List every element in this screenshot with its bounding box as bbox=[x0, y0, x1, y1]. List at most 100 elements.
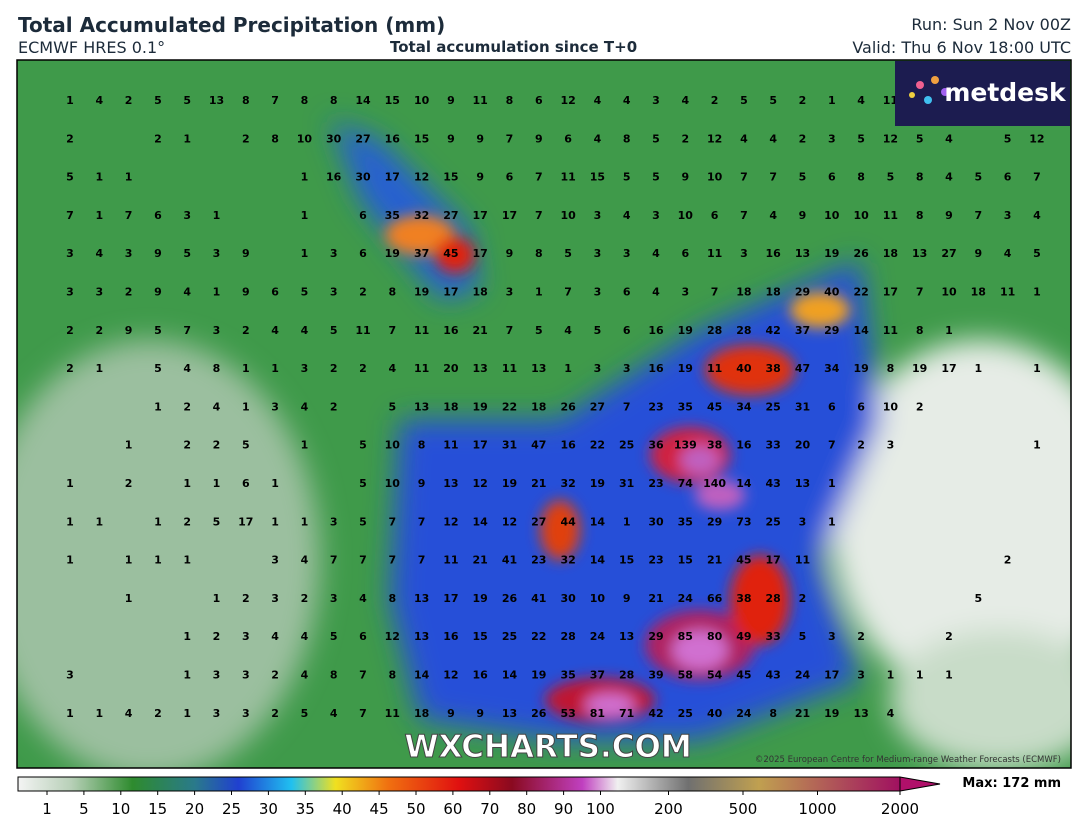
grid-value: 2 bbox=[359, 286, 367, 299]
grid-value: 22 bbox=[531, 630, 546, 643]
colorbar-tick-label: 90 bbox=[554, 800, 573, 818]
grid-value: 5 bbox=[974, 171, 982, 184]
grid-value: 7 bbox=[66, 209, 74, 222]
colorbar-tick-label: 35 bbox=[296, 800, 315, 818]
grid-value: 33 bbox=[766, 439, 781, 452]
grid-value: 23 bbox=[531, 554, 546, 567]
grid-value: 24 bbox=[678, 592, 694, 605]
grid-value: 43 bbox=[766, 477, 781, 490]
model: ECMWF HRES 0.1° bbox=[18, 38, 166, 57]
grid-value: 5 bbox=[974, 592, 982, 605]
grid-value: 21 bbox=[473, 324, 488, 337]
grid-value: 3 bbox=[1004, 209, 1012, 222]
grid-value: 40 bbox=[707, 707, 723, 720]
grid-value: 6 bbox=[711, 209, 719, 222]
grid-value: 4 bbox=[564, 324, 572, 337]
grid-value: 6 bbox=[359, 247, 367, 260]
grid-value: 11 bbox=[795, 554, 810, 567]
grid-value: 4 bbox=[623, 94, 631, 107]
grid-value: 1 bbox=[154, 400, 162, 413]
grid-value: 5 bbox=[564, 247, 572, 260]
grid-value: 13 bbox=[853, 707, 868, 720]
grid-value: 1 bbox=[1033, 439, 1041, 452]
grid-value: 18 bbox=[414, 707, 429, 720]
grid-value: 5 bbox=[213, 515, 221, 528]
grid-value: 10 bbox=[678, 209, 694, 222]
grid-value: 1 bbox=[945, 324, 953, 337]
grid-value: 19 bbox=[502, 477, 517, 490]
grid-value: 2 bbox=[242, 592, 250, 605]
grid-value: 7 bbox=[623, 400, 631, 413]
grid-value: 1 bbox=[623, 515, 631, 528]
grid-value: 29 bbox=[648, 630, 663, 643]
grid-value: 5 bbox=[242, 439, 250, 452]
grid-value: 10 bbox=[707, 171, 723, 184]
grid-value: 4 bbox=[1033, 209, 1041, 222]
grid-value: 5 bbox=[740, 94, 748, 107]
grid-value: 5 bbox=[154, 324, 162, 337]
grid-value: 5 bbox=[652, 171, 660, 184]
colorbar-tick-label: 80 bbox=[517, 800, 536, 818]
grid-value: 3 bbox=[330, 515, 338, 528]
grid-value: 3 bbox=[213, 669, 221, 682]
grid-value: 13 bbox=[473, 362, 488, 375]
grid-value: 47 bbox=[795, 362, 810, 375]
grid-value: 1 bbox=[125, 554, 133, 567]
grid-value: 10 bbox=[941, 286, 957, 299]
grid-value: 11 bbox=[883, 324, 898, 337]
grid-value: 1 bbox=[828, 477, 836, 490]
grid-value: 11 bbox=[443, 554, 458, 567]
grid-value: 34 bbox=[824, 362, 840, 375]
grid-value: 16 bbox=[326, 171, 342, 184]
grid-value: 6 bbox=[681, 247, 689, 260]
grid-value: 4 bbox=[681, 94, 689, 107]
grid-value: 18 bbox=[531, 400, 546, 413]
grid-value: 31 bbox=[795, 400, 810, 413]
grid-value: 1 bbox=[66, 707, 74, 720]
grid-value: 3 bbox=[799, 515, 807, 528]
grid-value: 11 bbox=[385, 707, 400, 720]
grid-value: 9 bbox=[681, 171, 689, 184]
grid-value: 27 bbox=[590, 400, 605, 413]
grid-value: 7 bbox=[535, 171, 543, 184]
colorbar-tick-label: 1000 bbox=[798, 800, 836, 818]
grid-value: 7 bbox=[359, 554, 367, 567]
grid-value: 1 bbox=[66, 515, 74, 528]
grid-value: 2 bbox=[857, 630, 865, 643]
grid-value: 5 bbox=[183, 247, 191, 260]
grid-value: 14 bbox=[590, 554, 606, 567]
grid-value: 19 bbox=[678, 362, 693, 375]
grid-value: 5 bbox=[594, 324, 602, 337]
grid-value: 7 bbox=[359, 669, 367, 682]
grid-value: 30 bbox=[560, 592, 576, 605]
grid-value: 2 bbox=[799, 132, 807, 145]
grid-value: 10 bbox=[590, 592, 606, 605]
grid-value: 71 bbox=[619, 707, 634, 720]
grid-value: 3 bbox=[213, 707, 221, 720]
grid-value: 9 bbox=[476, 707, 484, 720]
grid-value: 8 bbox=[857, 171, 865, 184]
grid-value: 4 bbox=[652, 247, 660, 260]
grid-value: 13 bbox=[795, 247, 810, 260]
grid-value: 16 bbox=[648, 324, 664, 337]
grid-value: 3 bbox=[330, 247, 338, 260]
grid-value: 37 bbox=[414, 247, 429, 260]
grid-value: 3 bbox=[271, 400, 279, 413]
grid-value: 4 bbox=[183, 286, 191, 299]
grid-value: 1 bbox=[564, 362, 572, 375]
grid-value: 11 bbox=[355, 324, 370, 337]
grid-value: 2 bbox=[183, 400, 191, 413]
grid-value: 13 bbox=[414, 592, 429, 605]
grid-value: 6 bbox=[242, 477, 250, 490]
grid-value: 12 bbox=[385, 630, 400, 643]
copyright: ©2025 European Centre for Medium-range W… bbox=[755, 755, 1061, 765]
grid-value: 1 bbox=[242, 362, 250, 375]
grid-value: 21 bbox=[648, 592, 663, 605]
grid-value: 1 bbox=[271, 477, 279, 490]
grid-value: 11 bbox=[883, 94, 898, 107]
grid-value: 1 bbox=[183, 477, 191, 490]
grid-value: 7 bbox=[535, 209, 543, 222]
grid-value: 5 bbox=[887, 171, 895, 184]
grid-value: 2 bbox=[125, 94, 133, 107]
grid-value: 3 bbox=[95, 286, 103, 299]
